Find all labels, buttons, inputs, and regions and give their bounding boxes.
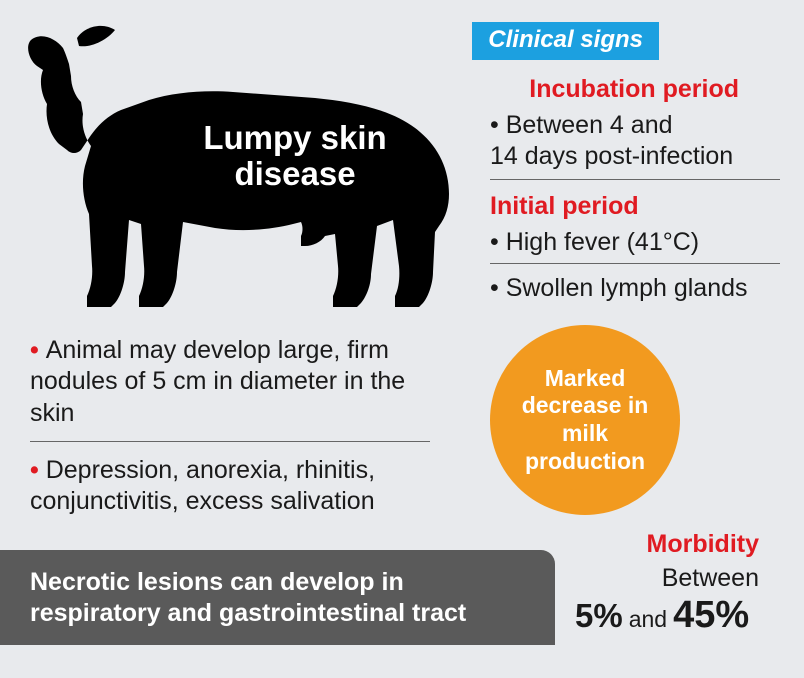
bottom-bar: Necrotic lesions can develop in respirat…	[0, 550, 555, 645]
morbidity-and: and	[629, 606, 667, 632]
milk-callout-text: Marked decrease in milk production	[505, 365, 665, 475]
bottom-bar-text: Necrotic lesions can develop in respirat…	[30, 567, 530, 630]
divider	[490, 179, 780, 180]
initial-item-2: • Swollen lymph glands	[490, 274, 748, 303]
morbidity-between: Between	[662, 564, 759, 593]
symptom-bullet-2: • Depression, anorexia, rhinitis, conjun…	[30, 455, 450, 518]
milk-callout-circle: Marked decrease in milk production	[490, 325, 680, 515]
initial-heading: Initial period	[490, 192, 639, 221]
cow-title: Lumpy skin disease	[180, 120, 410, 193]
infographic-canvas: Lumpy skin disease Clinical signs Incuba…	[0, 0, 804, 678]
symptom-bullet-1: • Animal may develop large, firm nodules…	[30, 335, 445, 429]
morbidity-low: 5%	[575, 597, 623, 634]
cow-region: Lumpy skin disease	[25, 20, 455, 320]
initial-item-1: • High fever (41°C)	[490, 228, 699, 257]
bullet-marker: •	[30, 336, 46, 364]
bullet-text: Depression, anorexia, rhinitis, conjunct…	[30, 456, 375, 515]
divider	[30, 441, 430, 442]
morbidity-heading: Morbidity	[647, 530, 760, 559]
incubation-heading: Incubation period	[529, 75, 739, 104]
incubation-body: • Between 4 and14 days post-infection	[490, 110, 733, 173]
morbidity-range: 5%and45%	[575, 594, 749, 637]
clinical-signs-badge: Clinical signs	[472, 22, 659, 60]
morbidity-high: 45%	[673, 594, 749, 636]
bullet-text: Animal may develop large, firm nodules o…	[30, 336, 405, 427]
divider	[490, 263, 780, 264]
bullet-marker: •	[30, 456, 46, 484]
